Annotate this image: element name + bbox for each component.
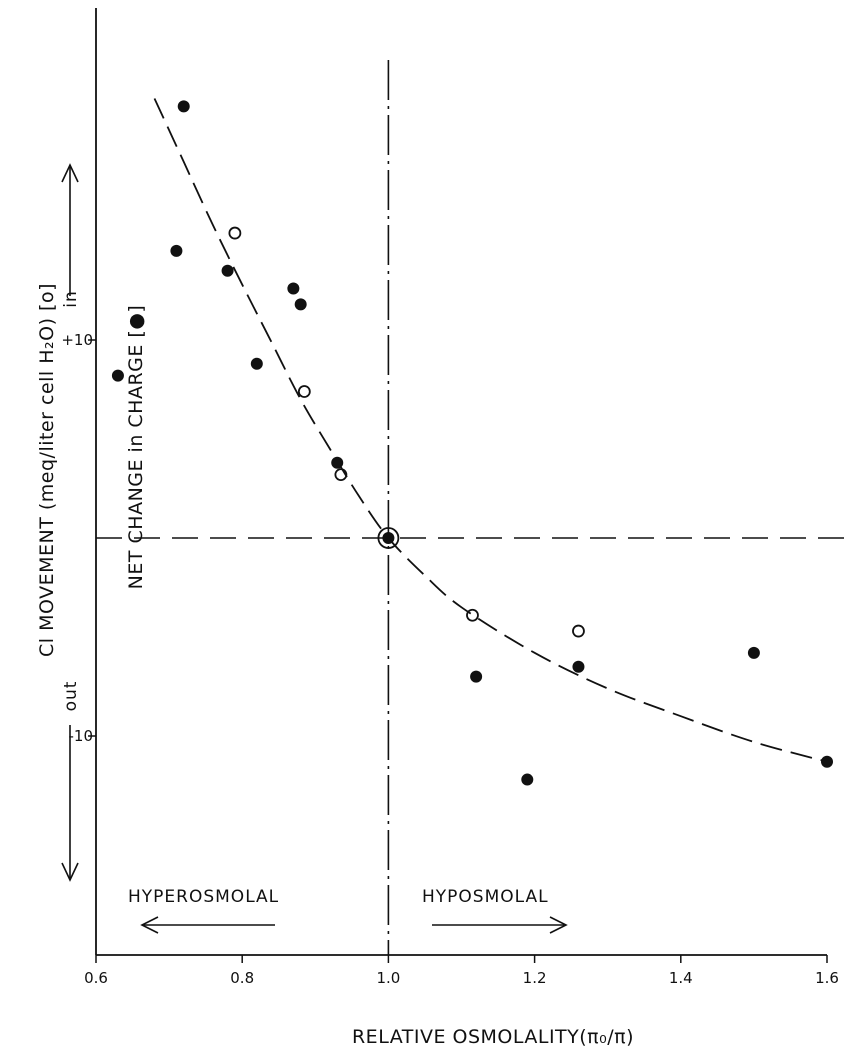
filled-point — [572, 660, 585, 673]
out-label: out — [61, 681, 81, 712]
filled-point — [294, 298, 307, 311]
open-point — [297, 385, 311, 398]
data-points — [111, 100, 833, 786]
reference-lines — [96, 60, 850, 955]
filled-point — [331, 456, 344, 469]
fit-curve — [153, 98, 828, 763]
filled-point — [382, 532, 395, 544]
filled-point — [470, 670, 483, 683]
hyposmolal-arrow — [432, 916, 568, 934]
in-label: in — [61, 290, 81, 308]
filled-point — [821, 755, 833, 768]
hyperosmolal-arrow — [140, 916, 275, 934]
filled-point — [250, 357, 263, 370]
open-point — [334, 468, 348, 482]
filled-point — [111, 369, 124, 382]
y-axis-title-secondary: NET CHANGE in CHARGE [●] — [125, 305, 147, 590]
x-tick-label: 0.8 — [230, 969, 254, 987]
in-arrow — [61, 163, 79, 296]
x-tick-label: 1.0 — [376, 969, 400, 987]
open-point — [466, 608, 479, 622]
hyposmolal-label: HYPOSMOLAL — [422, 887, 549, 907]
x-tick-label: 0.6 — [84, 969, 108, 987]
filled-point — [170, 244, 183, 257]
fit-curve-group — [153, 98, 828, 763]
x-tick-label: 1.6 — [815, 969, 839, 987]
filled-point — [177, 100, 190, 113]
y-tick-label: +10 — [61, 331, 93, 349]
filled-point — [521, 773, 534, 786]
y-axis-title: Cl MOVEMENT (meq/liter cell H₂O) [o] — [36, 283, 58, 657]
y-tick-label: -10 — [69, 727, 94, 745]
filled-point — [287, 282, 300, 295]
filled-point — [747, 646, 760, 659]
filled-point — [221, 264, 234, 277]
x-tick-label: 1.4 — [669, 969, 693, 987]
axes-group — [88, 8, 828, 963]
x-tick-label: 1.2 — [523, 969, 547, 987]
open-point — [228, 226, 242, 240]
open-point — [572, 624, 585, 638]
open-point — [377, 527, 400, 549]
tick-labels: 0.6 0.8 1.0 1.2 1.4 1.6 +10 -10 — [61, 331, 839, 987]
x-axis-title: RELATIVE OSMOLALITY(π₀/π) — [352, 1026, 634, 1048]
hyperosmolal-label: HYPEROSMOLAL — [128, 887, 279, 907]
out-arrow — [61, 725, 79, 882]
